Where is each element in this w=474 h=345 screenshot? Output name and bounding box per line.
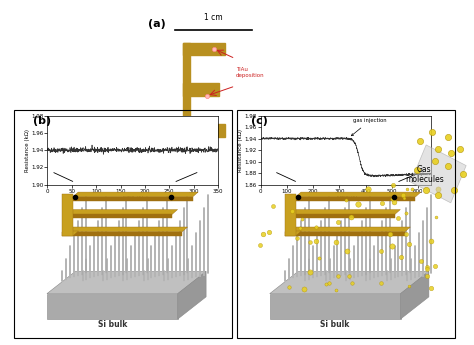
X-axis label: Time (s): Time (s) bbox=[121, 195, 144, 200]
Polygon shape bbox=[295, 192, 421, 197]
Bar bbox=[183, 42, 190, 137]
Text: TiAu
deposition: TiAu deposition bbox=[236, 67, 264, 78]
Bar bbox=[183, 125, 225, 137]
Polygon shape bbox=[178, 272, 206, 319]
Polygon shape bbox=[285, 227, 410, 232]
Text: gas injection: gas injection bbox=[351, 118, 386, 136]
Polygon shape bbox=[295, 197, 415, 201]
Text: (c): (c) bbox=[251, 116, 268, 126]
Text: Si bulk: Si bulk bbox=[320, 319, 350, 328]
Polygon shape bbox=[47, 272, 206, 294]
Text: Si NWs: Si NWs bbox=[211, 35, 231, 40]
Polygon shape bbox=[285, 231, 301, 236]
Bar bbox=[183, 83, 219, 96]
Polygon shape bbox=[285, 232, 405, 236]
Polygon shape bbox=[285, 194, 296, 236]
Polygon shape bbox=[62, 231, 79, 236]
Polygon shape bbox=[67, 214, 172, 218]
Polygon shape bbox=[410, 145, 466, 203]
Polygon shape bbox=[62, 232, 182, 236]
Polygon shape bbox=[73, 192, 198, 197]
Text: Si bulk: Si bulk bbox=[98, 319, 127, 328]
Polygon shape bbox=[62, 194, 73, 236]
Polygon shape bbox=[67, 209, 178, 214]
X-axis label: Time (s): Time (s) bbox=[335, 195, 357, 200]
Polygon shape bbox=[290, 209, 401, 214]
Text: (b): (b) bbox=[33, 116, 51, 126]
Polygon shape bbox=[47, 294, 178, 319]
Polygon shape bbox=[270, 272, 429, 294]
Text: Gas
molecules: Gas molecules bbox=[405, 165, 444, 184]
Polygon shape bbox=[73, 197, 192, 201]
Polygon shape bbox=[290, 214, 395, 218]
Polygon shape bbox=[270, 294, 401, 319]
Polygon shape bbox=[62, 227, 188, 232]
Text: (a): (a) bbox=[147, 19, 165, 29]
Bar bbox=[183, 42, 225, 55]
Polygon shape bbox=[401, 272, 429, 319]
Y-axis label: Resistance (kΩ): Resistance (kΩ) bbox=[25, 129, 29, 171]
Y-axis label: Resistance (kΩ): Resistance (kΩ) bbox=[238, 129, 243, 171]
Text: 1 cm: 1 cm bbox=[204, 13, 223, 22]
